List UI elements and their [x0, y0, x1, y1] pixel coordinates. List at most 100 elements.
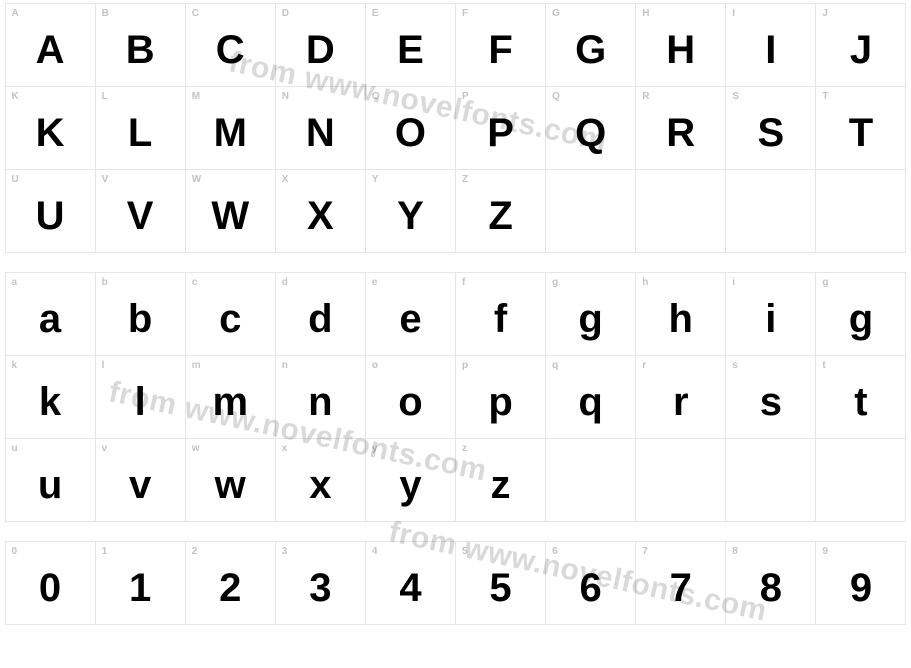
glyph: X — [307, 196, 334, 236]
glyph: 6 — [580, 568, 602, 608]
glyph: 7 — [670, 568, 692, 608]
key-label: E — [372, 8, 379, 19]
glyph: 3 — [309, 568, 331, 608]
glyph-cell: cc — [185, 272, 276, 356]
glyph: S — [758, 113, 785, 153]
glyph: i — [765, 299, 776, 339]
glyph-cell: 11 — [95, 541, 186, 625]
key-label: U — [12, 174, 19, 185]
glyph-cell: WW — [185, 169, 276, 253]
key-label: b — [102, 277, 108, 288]
key-label: i — [732, 277, 735, 288]
glyph: Z — [488, 196, 512, 236]
glyph: l — [135, 382, 146, 422]
key-label: n — [282, 360, 288, 371]
glyph-cell: mm — [185, 355, 276, 439]
key-label: k — [12, 360, 18, 371]
key-label: I — [732, 8, 735, 19]
glyph: g — [578, 299, 602, 339]
glyph-cell: NN — [275, 86, 366, 170]
key-label: w — [192, 443, 200, 454]
glyph-cell: MM — [185, 86, 276, 170]
glyph-cell — [635, 169, 726, 253]
glyph: L — [128, 113, 152, 153]
glyph: 2 — [219, 568, 241, 608]
glyph-cell: gg — [545, 272, 636, 356]
glyph: u — [38, 465, 62, 505]
glyph-cell: hh — [635, 272, 726, 356]
glyph-cell: AA — [5, 3, 96, 87]
key-label: X — [282, 174, 289, 185]
glyph-cell: 99 — [815, 541, 906, 625]
glyph: V — [127, 196, 154, 236]
glyph: q — [578, 382, 602, 422]
key-label: P — [462, 91, 469, 102]
glyph-cell: JJ — [815, 3, 906, 87]
glyph-cell: gg — [815, 272, 906, 356]
glyph-cell: VV — [95, 169, 186, 253]
glyph-block-digits: 00112233445566778899 — [5, 541, 906, 624]
key-label: t — [822, 360, 825, 371]
key-label: Q — [552, 91, 560, 102]
glyph: B — [126, 30, 155, 70]
glyph: e — [399, 299, 421, 339]
glyph-cell: aa — [5, 272, 96, 356]
glyph-cell: TT — [815, 86, 906, 170]
glyph: T — [849, 113, 873, 153]
glyph: x — [309, 465, 331, 505]
glyph-cell: II — [725, 3, 816, 87]
key-label: f — [462, 277, 465, 288]
key-label: O — [372, 91, 380, 102]
key-label: y — [372, 443, 378, 454]
glyph-cell: FF — [455, 3, 546, 87]
glyph-cell: OO — [365, 86, 456, 170]
key-label: 6 — [552, 546, 558, 557]
key-label: V — [102, 174, 109, 185]
glyph: z — [491, 465, 511, 505]
key-label: l — [102, 360, 105, 371]
glyph: U — [36, 196, 65, 236]
key-label: L — [102, 91, 108, 102]
glyph: a — [39, 299, 61, 339]
glyph-cell — [545, 169, 636, 253]
glyph: N — [306, 113, 335, 153]
glyph: G — [575, 30, 606, 70]
glyph-cell — [725, 169, 816, 253]
glyph-cell: CC — [185, 3, 276, 87]
glyph: s — [760, 382, 782, 422]
glyph: w — [215, 465, 246, 505]
font-character-map: AABBCCDDEEFFGGHHIIJJKKLLMMNNOOPPQQRRSSTT… — [0, 0, 911, 627]
glyph-cell: 77 — [635, 541, 726, 625]
glyph-cell: XX — [275, 169, 366, 253]
key-label: 9 — [822, 546, 828, 557]
key-label: o — [372, 360, 378, 371]
glyph: E — [397, 30, 424, 70]
glyph: r — [673, 382, 689, 422]
key-label: x — [282, 443, 288, 454]
glyph-cell: ww — [185, 438, 276, 522]
key-label: e — [372, 277, 378, 288]
key-label: S — [732, 91, 739, 102]
glyph-cell: ZZ — [455, 169, 546, 253]
glyph-cell: YY — [365, 169, 456, 253]
key-label: M — [192, 91, 200, 102]
glyph-cell: ee — [365, 272, 456, 356]
glyph: f — [494, 299, 507, 339]
key-label: A — [12, 8, 19, 19]
glyph-cell: ss — [725, 355, 816, 439]
glyph-cell — [725, 438, 816, 522]
glyph-cell: KK — [5, 86, 96, 170]
glyph: F — [488, 30, 512, 70]
glyph-block-lowercase: aabbccddeeffgghhiiggkkllmmnnooppqqrrsstt… — [5, 272, 906, 521]
key-label: B — [102, 8, 109, 19]
key-label: s — [732, 360, 738, 371]
glyph: 1 — [129, 568, 151, 608]
glyph-cell: DD — [275, 3, 366, 87]
glyph-cell: rr — [635, 355, 726, 439]
glyph: K — [36, 113, 65, 153]
glyph-cell: HH — [635, 3, 726, 87]
glyph-cell: PP — [455, 86, 546, 170]
glyph: h — [669, 299, 693, 339]
glyph-cell — [815, 438, 906, 522]
glyph: C — [216, 30, 245, 70]
